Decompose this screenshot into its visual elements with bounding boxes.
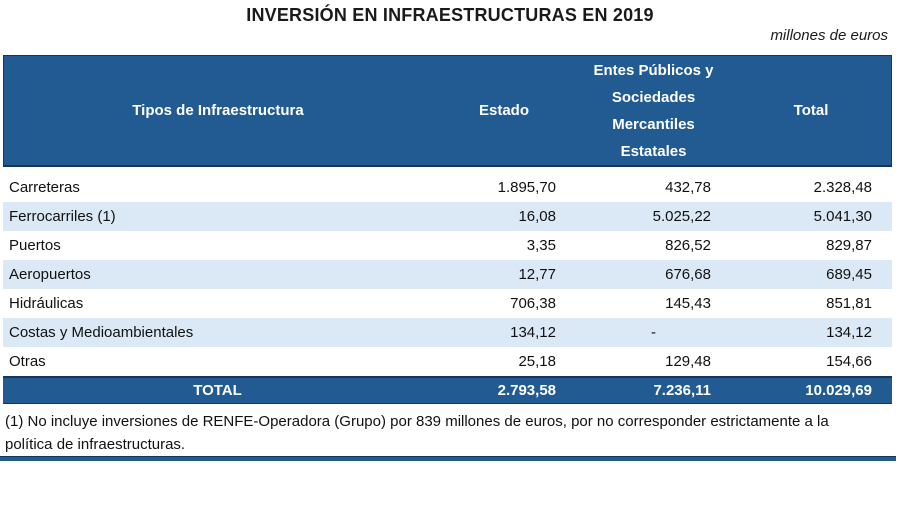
col-header-entes-publicos: Entes Públicos y Sociedades Mercantiles Est… (576, 55, 731, 167)
cell-entes: 129,48 (576, 347, 731, 376)
cell-total: 154,66 (731, 347, 892, 376)
total-cell-estado: 2.793,58 (432, 376, 576, 404)
table-row: Costas y Medioambientales 134,12-134,12 (3, 318, 892, 347)
header-line: Entes Públicos y (593, 61, 714, 79)
header-line: Estatales (620, 142, 687, 160)
row-label: Carreteras (3, 167, 432, 202)
row-label: Costas y Medioambientales (3, 318, 432, 347)
table-row: Hidráulicas 706,38 145,43 851,81 (3, 289, 892, 318)
row-label: Hidráulicas (3, 289, 432, 318)
cell-estado: 25,18 (432, 347, 576, 376)
table-row: Ferrocarriles (1) 16,08 5.025,22 5.041,30 (3, 202, 892, 231)
cell-estado: 12,77 (432, 260, 576, 289)
col-header-total: Total (731, 55, 892, 167)
row-label: Puertos (3, 231, 432, 260)
footnote: (1) No incluye inversiones de RENFE-Oper… (5, 413, 829, 453)
table-body: Carreteras 1.895,70 432,78 2.328,48 Ferrocar… (3, 167, 892, 376)
cell-total: 829,87 (731, 231, 892, 260)
table-row: Carreteras 1.895,70 432,78 2.328,48 (3, 167, 892, 202)
total-row: TOTAL 2.793,58 7.236,11 10.029,69 (3, 376, 892, 404)
cell-total: 5.041,30 (731, 202, 892, 231)
total-cell-entes: 7.236,11 (576, 376, 731, 404)
cell-estado: 16,08 (432, 202, 576, 231)
row-label: Aeropuertos (3, 260, 432, 289)
cell-estado: 706,38 (432, 289, 576, 318)
header-row: Tipos de Infraestructura Estado Entes Pú… (3, 55, 892, 167)
cell-entes: 826,52 (576, 231, 731, 260)
cell-total: 134,12 (731, 318, 892, 347)
col-header-entes-lines: Entes Públicos y Sociedades Mercantiles Est… (576, 57, 731, 165)
cell-total: 851,81 (731, 289, 892, 318)
table-row: Aeropuertos 12,77 676,68 689,45 (3, 260, 892, 289)
cell-estado: 134,12 (432, 318, 576, 347)
unit-note: millones de euros (770, 27, 888, 44)
row-label: Otras (3, 347, 432, 376)
cell-entes: - (576, 318, 731, 347)
cell-total: 689,45 (731, 260, 892, 289)
header-line: Mercantiles (612, 115, 695, 133)
infrastructure-investment-table: Tipos de Infraestructura Estado Entes Pú… (3, 55, 892, 404)
page-title: INVERSIÓN EN INFRAESTRUCTURAS EN 2019 (246, 5, 654, 25)
header-line: Sociedades (611, 88, 696, 106)
total-row-label: TOTAL (3, 376, 432, 404)
cell-estado: 3,35 (432, 231, 576, 260)
bottom-rule (0, 456, 896, 461)
cell-entes: 145,43 (576, 289, 731, 318)
col-header-estado: Estado (432, 55, 576, 167)
total-cell-total: 10.029,69 (731, 376, 892, 404)
cell-entes: 432,78 (576, 167, 731, 202)
cell-total: 2.328,48 (731, 167, 892, 202)
row-label: Ferrocarriles (1) (3, 202, 432, 231)
cell-estado: 1.895,70 (432, 167, 576, 202)
table-row: Otras 25,18 129,48 154,66 (3, 347, 892, 376)
table-row: Puertos 3,35 826,52 829,87 (3, 231, 892, 260)
cell-entes: 5.025,22 (576, 202, 731, 231)
col-header-tipos-infraestructura: Tipos de Infraestructura (3, 55, 432, 167)
cell-entes: 676,68 (576, 260, 731, 289)
